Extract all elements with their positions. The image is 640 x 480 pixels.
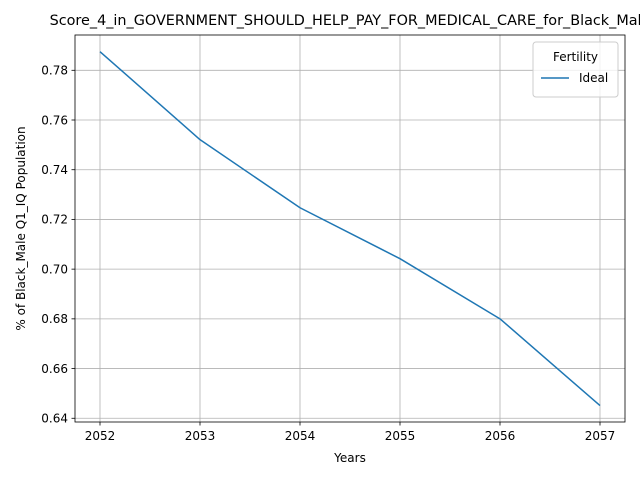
x-axis-label: Years [333,451,366,465]
legend-entry-label: Ideal [579,71,608,85]
x-tick-label: 2052 [85,429,116,443]
y-tick-label: 0.72 [41,213,68,227]
series-layer [99,51,601,407]
legend: Fertility Ideal [532,41,619,98]
x-tick-label: 2057 [585,429,616,443]
grid-lines [75,35,625,422]
legend-box [532,41,619,98]
x-tick-label: 2053 [185,429,216,443]
y-tick-label: 0.74 [41,163,68,177]
chart-title: Score_4_in_GOVERNMENT_SHOULD_HELP_PAY_FO… [50,13,640,29]
y-tick-label: 0.76 [41,113,68,127]
y-tick-label: 0.68 [41,312,68,326]
plot-frame [74,34,626,423]
y-tick-label: 0.70 [41,262,68,276]
y-tick-label: 0.66 [41,362,68,376]
x-tick-label: 2056 [485,429,516,443]
legend-title: Fertility [553,50,598,64]
x-tick-label: 2055 [385,429,416,443]
x-axis: 2052 2053 2054 2055 2056 2057 [85,422,616,443]
series-line-ideal [99,51,601,407]
y-tick-label: 0.78 [41,64,68,78]
y-axis-label: % of Black_Male Q1_IQ Population [14,126,28,330]
x-tick-label: 2054 [285,429,316,443]
y-tick-label: 0.64 [41,412,68,426]
y-axis: 0.64 0.66 0.68 0.70 0.72 0.74 0.76 0.78 [41,64,75,426]
